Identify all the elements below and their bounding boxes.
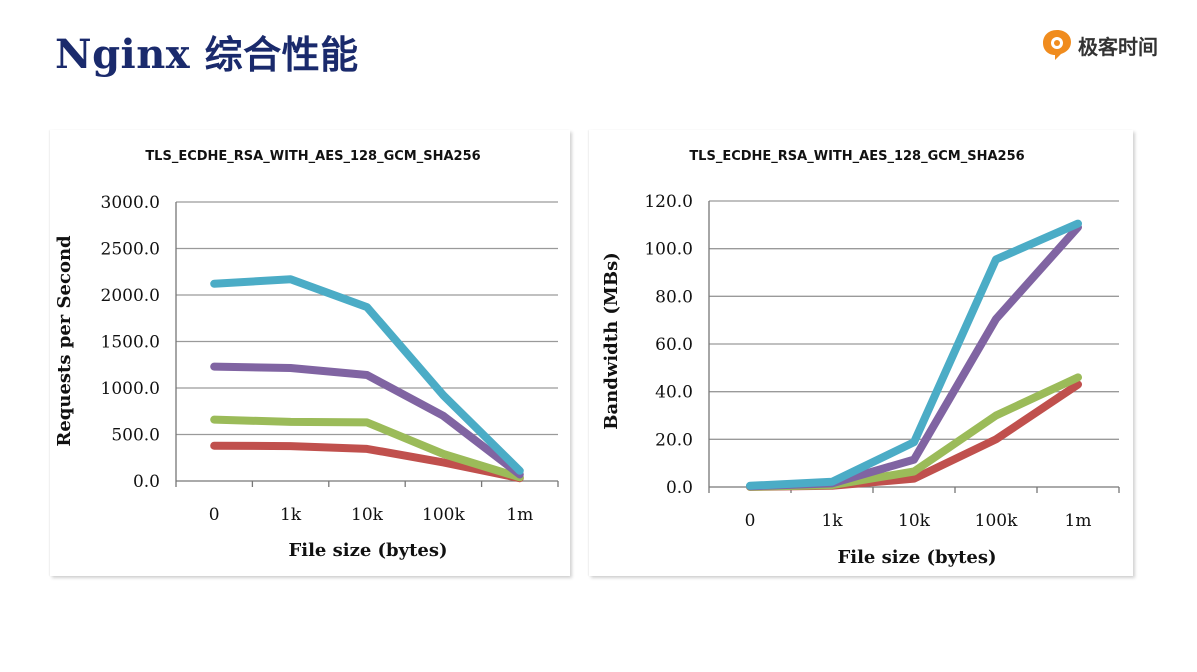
chart-title: TLS_ECDHE_RSA_WITH_AES_128_GCM_SHA256 bbox=[145, 149, 480, 164]
series-line-2 bbox=[210, 415, 524, 482]
y-axis-label: Bandwidth (MBs) bbox=[601, 252, 622, 429]
x-tick-label: 1m bbox=[506, 505, 533, 525]
y-tick-label: 500.0 bbox=[111, 426, 160, 446]
series-line-0 bbox=[746, 219, 1082, 490]
series-line-3 bbox=[210, 441, 524, 483]
y-axis-label: Requests per Second bbox=[54, 235, 75, 447]
series-line-1 bbox=[210, 362, 524, 479]
y-tick-label: 1000.0 bbox=[101, 379, 160, 399]
x-axis-label: File size (bytes) bbox=[837, 547, 996, 568]
logo: 极客时间 bbox=[1040, 28, 1158, 62]
y-tick-label: 0.0 bbox=[666, 478, 693, 498]
logo-text: 极客时间 bbox=[1078, 34, 1158, 59]
series-line-1 bbox=[746, 223, 1082, 491]
geektime-logo-icon bbox=[1043, 30, 1071, 60]
x-tick-label: 10k bbox=[898, 511, 931, 531]
x-axis-label: File size (bytes) bbox=[288, 540, 447, 561]
y-tick-label: 120.0 bbox=[644, 192, 693, 212]
y-tick-label: 100.0 bbox=[644, 240, 693, 260]
x-tick-label: 100k bbox=[422, 505, 465, 525]
y-tick-label: 60.0 bbox=[655, 335, 693, 355]
page-title-cjk: 综合性能 bbox=[204, 33, 359, 77]
y-tick-label: 20.0 bbox=[655, 430, 693, 450]
y-tick-label: 0.0 bbox=[133, 472, 160, 492]
series-line-2 bbox=[746, 373, 1082, 491]
x-tick-label: 1k bbox=[821, 511, 843, 531]
y-tick-label: 2500.0 bbox=[101, 240, 160, 260]
y-tick-label: 3000.0 bbox=[101, 193, 160, 213]
y-tick-label: 1500.0 bbox=[101, 333, 160, 353]
y-tick-label: 2000.0 bbox=[101, 286, 160, 306]
bandwidth-chart: TLS_ECDHE_RSA_WITH_AES_128_GCM_SHA256 0.0… bbox=[601, 149, 1120, 568]
y-tick-label: 40.0 bbox=[655, 383, 693, 403]
y-tick-label: 80.0 bbox=[655, 287, 693, 307]
x-tick-label: 1k bbox=[280, 505, 302, 525]
page-title: Nginx 综合性能 bbox=[55, 24, 359, 79]
series-line-0 bbox=[210, 275, 524, 475]
x-tick-label: 10k bbox=[351, 505, 384, 525]
chart-panel-bandwidth: TLS_ECDHE_RSA_WITH_AES_128_GCM_SHA256 0.0… bbox=[589, 130, 1133, 576]
x-tick-label: 1m bbox=[1065, 511, 1092, 531]
x-tick-label: 0 bbox=[745, 511, 756, 531]
chart-title: TLS_ECDHE_RSA_WITH_AES_128_GCM_SHA256 bbox=[689, 149, 1024, 164]
page-title-latin: Nginx bbox=[55, 31, 191, 78]
x-tick-label: 100k bbox=[975, 511, 1018, 531]
chart-panel-requests: TLS_ECDHE_RSA_WITH_AES_128_GCM_SHA256 0.0… bbox=[50, 130, 570, 576]
requests-chart: TLS_ECDHE_RSA_WITH_AES_128_GCM_SHA256 0.0… bbox=[54, 149, 559, 561]
x-tick-label: 0 bbox=[209, 505, 220, 525]
